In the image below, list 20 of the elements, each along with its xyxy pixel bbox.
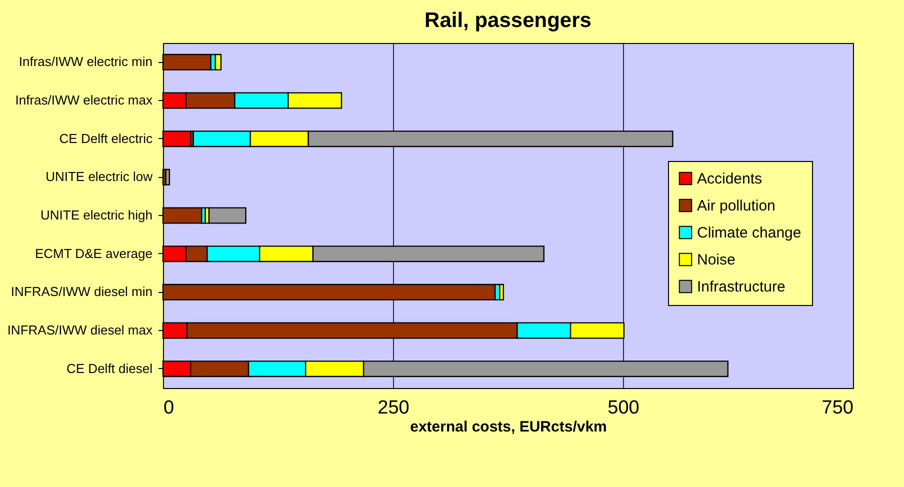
x-tick-label: 750 — [822, 398, 854, 418]
legend-label: Accidents — [697, 170, 762, 188]
legend-label: Climate change — [697, 224, 802, 242]
x-axis-title: external costs, EURcts/vkm — [410, 418, 607, 436]
chart-title: Rail, passengers — [424, 9, 592, 32]
y-tick-label: CE Delft electric — [59, 130, 153, 146]
y-tick-label: Infras/IWW electric max — [15, 92, 153, 108]
y-tick-label: INFRAS/IWW diesel min — [10, 284, 152, 300]
x-tick-label: 250 — [378, 398, 410, 418]
y-tick-label: UNITE electric low — [46, 169, 154, 184]
y-tick-label: CE Delft diesel — [66, 360, 153, 376]
x-tick-label: 0 — [164, 398, 174, 418]
x-tick-label: 500 — [608, 398, 640, 418]
legend-label: Infrastructure — [697, 278, 786, 296]
y-tick-label: ECMT D&E average — [34, 246, 152, 261]
y-tick-label: Infras/IWW electric min — [18, 54, 152, 70]
y-tick-label: INFRAS/IWW diesel max — [7, 322, 153, 338]
legend-label: Air pollution — [697, 198, 776, 214]
legend-label: Noise — [697, 252, 736, 268]
y-tick-label: UNITE electric high — [40, 208, 152, 222]
